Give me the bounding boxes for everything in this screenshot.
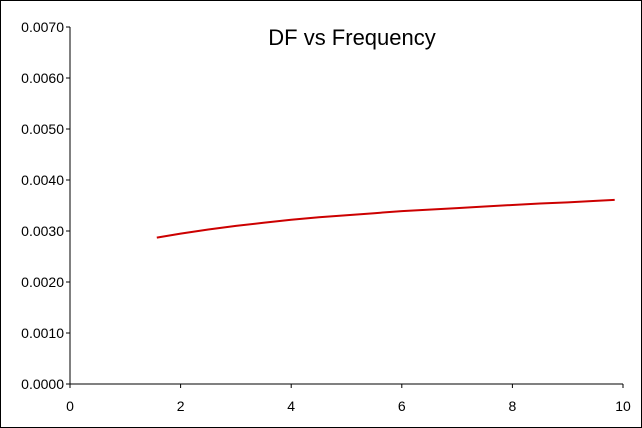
y-tick-label: 0.0040 (21, 172, 64, 188)
y-tick-label: 0.0070 (21, 19, 64, 35)
x-tick-label: 4 (287, 398, 295, 414)
series-group (156, 198, 615, 239)
x-tick-label: 10 (615, 398, 631, 414)
y-tick-label: 0.0060 (21, 70, 64, 86)
y-axis-ticks: 0.0000 0.0010 0.0020 0.0030 0.0040 0.0050 0.00… (21, 19, 70, 392)
x-tick-label: 2 (177, 398, 185, 414)
y-tick-label: 0.0010 (21, 325, 64, 341)
x-tick-label: 6 (398, 398, 406, 414)
y-tick-label: 0.0020 (21, 274, 64, 290)
chart-title: DF vs Frequency (268, 25, 436, 50)
y-tick-label: 0.0030 (21, 223, 64, 239)
x-tick-label: 8 (509, 398, 517, 414)
series-line (156, 198, 615, 239)
y-tick-label: 0.0050 (21, 121, 64, 137)
y-tick-label: 0.0000 (21, 376, 64, 392)
axes (69, 27, 623, 385)
x-tick-label: 0 (66, 398, 74, 414)
x-axis-ticks: 0 2 4 6 8 10 (66, 384, 631, 414)
